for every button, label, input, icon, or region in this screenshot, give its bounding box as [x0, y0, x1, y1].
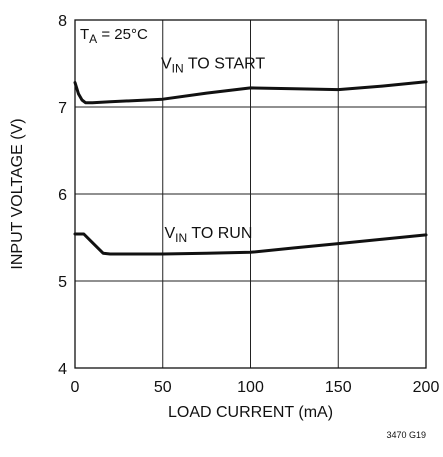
- x-tick-label: 150: [325, 379, 352, 396]
- x-tick-label: 50: [154, 379, 172, 396]
- temperature-annotation: TA = 25°C: [80, 26, 148, 46]
- figure-id: 3470 G19: [386, 430, 426, 440]
- plot-frame: [74, 19, 427, 369]
- y-tick-label: 4: [58, 361, 67, 378]
- series-line-1: [73, 80, 428, 105]
- y-axis-title: INPUT VOLTAGE (V): [9, 118, 26, 269]
- x-tick-label: 200: [413, 379, 440, 396]
- x-axis-title: LOAD CURRENT (mA): [168, 404, 333, 421]
- y-tick-label: 6: [58, 187, 67, 204]
- y-tick-label: 5: [58, 274, 67, 291]
- series-line-2: [73, 232, 428, 256]
- x-tick-label: 100: [237, 379, 264, 396]
- y-tick-label: 8: [58, 13, 67, 30]
- x-tick-label: 0: [71, 379, 80, 396]
- y-tick-label: 7: [58, 100, 67, 117]
- series-label-run: VIN TO RUN: [165, 225, 253, 245]
- series-label-start: VIN TO START: [161, 56, 265, 76]
